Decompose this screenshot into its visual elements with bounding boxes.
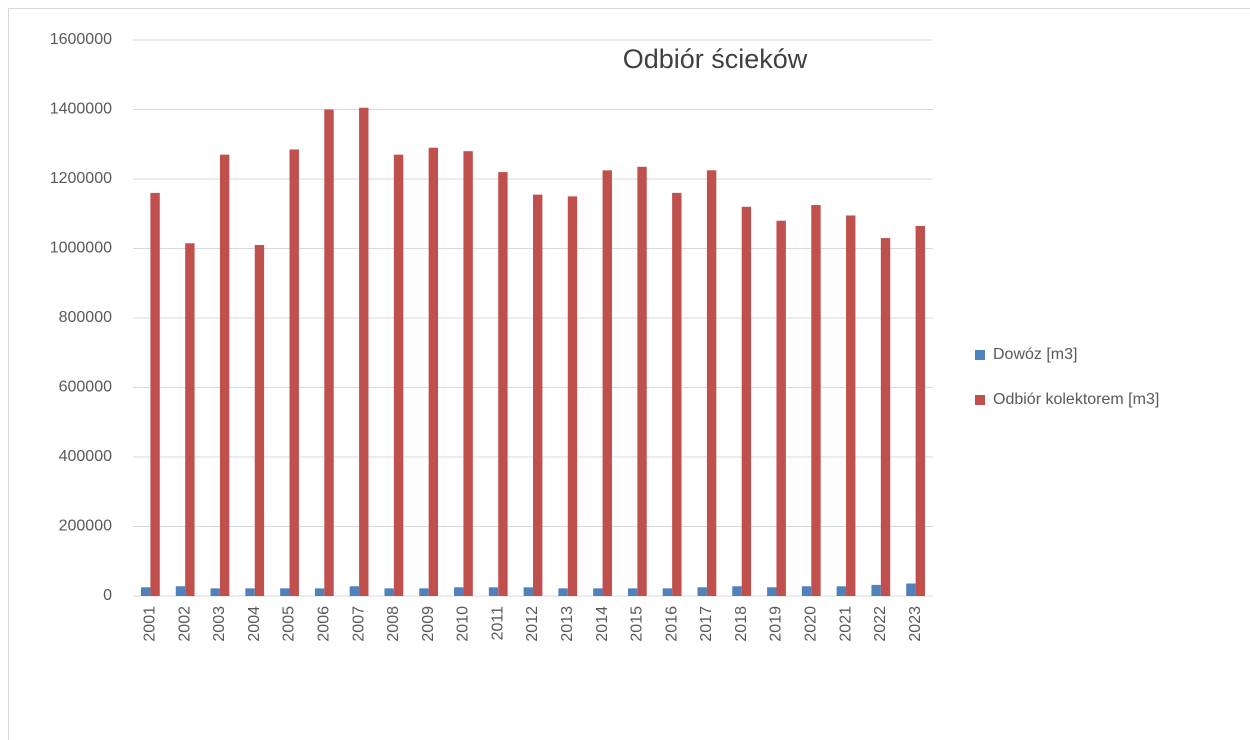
bar <box>906 583 916 596</box>
x-tick-label: 2019 <box>768 606 785 642</box>
legend-swatch <box>975 395 985 405</box>
bar <box>706 170 717 596</box>
bar <box>602 170 612 596</box>
chart-border <box>8 8 1250 740</box>
bar <box>915 225 925 596</box>
bar <box>150 192 160 596</box>
bar <box>254 245 265 596</box>
y-tick-label: 1400000 <box>50 101 112 118</box>
bar <box>637 166 647 596</box>
y-tick-label: 600000 <box>59 379 112 396</box>
x-tick-label: 2023 <box>907 606 924 642</box>
bar <box>558 588 568 596</box>
bar <box>662 588 673 596</box>
x-tick-label: 2017 <box>698 606 715 642</box>
bar <box>324 109 334 596</box>
x-tick-label: 2014 <box>594 606 611 642</box>
x-tick-label: 2009 <box>420 606 437 642</box>
bar <box>672 192 682 596</box>
x-tick-label: 2011 <box>489 606 506 641</box>
bar <box>210 588 220 596</box>
bar <box>219 154 230 597</box>
bar <box>767 587 777 596</box>
bar <box>523 587 533 596</box>
bar <box>280 588 290 596</box>
x-tick-label: 2005 <box>281 606 298 642</box>
y-tick-label: 1000000 <box>50 240 112 257</box>
bar <box>593 588 603 596</box>
legend-swatch <box>975 350 985 360</box>
x-tick-label: 2016 <box>663 606 680 642</box>
x-tick-label: 2018 <box>733 606 750 642</box>
x-tick-label: 2007 <box>350 606 367 642</box>
bar <box>463 151 473 596</box>
chart-title: Odbiór ścieków <box>623 44 808 74</box>
y-tick-label: 0 <box>103 587 112 604</box>
bar <box>245 588 255 596</box>
bar <box>359 107 369 596</box>
y-tick-label: 1600000 <box>50 31 112 48</box>
legend-label: Dowóz [m3] <box>993 346 1077 363</box>
legend-label: Odbiór kolektorem [m3] <box>993 391 1159 408</box>
bar <box>836 586 847 596</box>
y-tick-label: 1200000 <box>50 170 112 187</box>
x-tick-label: 2012 <box>524 606 541 642</box>
bar <box>185 243 195 596</box>
bar <box>741 206 752 597</box>
bar <box>384 588 394 596</box>
bar <box>454 587 464 596</box>
x-tick-label: 2001 <box>142 606 159 642</box>
bar <box>314 588 325 596</box>
bar <box>871 584 881 596</box>
bar <box>533 194 543 596</box>
x-tick-label: 2013 <box>559 606 576 642</box>
bar <box>419 588 429 596</box>
bar <box>498 172 508 597</box>
bar <box>697 587 707 596</box>
y-tick-label: 400000 <box>59 448 112 465</box>
bar <box>732 586 742 596</box>
x-tick-label: 2021 <box>837 606 854 642</box>
x-tick-label: 2010 <box>455 606 472 642</box>
bar <box>349 586 360 596</box>
bar <box>627 588 638 596</box>
bar <box>488 587 499 596</box>
bar <box>428 147 439 596</box>
bar <box>289 149 299 596</box>
x-tick-label: 2002 <box>176 606 193 642</box>
x-tick-label: 2008 <box>385 606 402 642</box>
bar <box>393 154 404 597</box>
y-tick-label: 800000 <box>59 309 112 326</box>
bar <box>141 587 151 596</box>
bar <box>776 220 786 596</box>
bar <box>846 215 856 597</box>
x-tick-label: 2003 <box>211 606 228 642</box>
x-tick-label: 2004 <box>246 606 263 642</box>
bar <box>175 586 186 596</box>
y-tick-label: 200000 <box>59 518 112 535</box>
x-tick-label: 2022 <box>872 606 889 642</box>
bar <box>811 205 821 596</box>
x-tick-label: 2006 <box>316 606 333 642</box>
x-tick-label: 2015 <box>629 606 646 642</box>
x-tick-label: 2020 <box>802 606 819 642</box>
bar <box>801 586 812 596</box>
bar <box>880 238 891 596</box>
bar <box>567 196 578 596</box>
